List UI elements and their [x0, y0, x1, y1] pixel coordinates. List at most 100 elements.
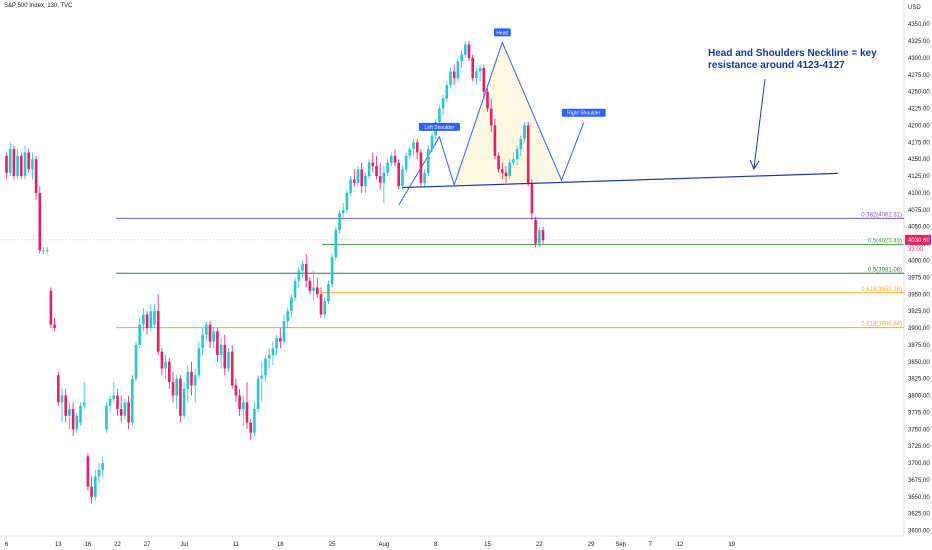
fib-level-label: 0.618(3900.64) — [861, 322, 902, 328]
time-tick-label: 12 — [677, 542, 684, 548]
candle-body — [293, 280, 297, 298]
candle-body — [71, 409, 75, 430]
candle-body — [90, 486, 93, 497]
candle-body — [190, 371, 193, 386]
candle-body — [193, 375, 197, 386]
candle-body — [279, 338, 282, 342]
candle-body — [538, 230, 541, 244]
candle-body — [219, 344, 223, 356]
current-price-box — [905, 234, 931, 245]
candle-body — [471, 57, 474, 79]
candle-body — [475, 71, 478, 79]
candle-body — [53, 324, 56, 329]
candles — [5, 41, 545, 504]
candle-body — [290, 297, 293, 312]
chart-title: S&P 500 Index, 130, TVC — [4, 3, 73, 9]
candle-body — [301, 263, 304, 271]
time-tick-label: 18 — [277, 542, 284, 548]
candle-body — [201, 334, 204, 349]
candle-body — [497, 155, 500, 170]
time-tick-label: 15 — [484, 542, 491, 548]
candle-body — [353, 179, 356, 183]
candle-body — [208, 324, 212, 342]
candle-body — [415, 142, 419, 153]
price-tick-label: 3950.00 — [908, 292, 930, 298]
candle-body — [23, 152, 27, 177]
candle-body — [171, 382, 175, 396]
price-tick-label: 4225.00 — [908, 107, 930, 113]
pattern-fill — [439, 42, 562, 185]
price-tick-label: 3850.00 — [908, 360, 930, 366]
pattern-label: Head — [496, 30, 508, 36]
time-tick-label: 25 — [329, 542, 336, 548]
candle-body — [482, 68, 486, 92]
candle-body — [378, 176, 382, 183]
time-tick-label: 7 — [649, 542, 653, 548]
candle-body — [534, 219, 537, 244]
time-tick-label: 29 — [588, 542, 595, 548]
candle-body — [142, 314, 145, 325]
candle-body — [338, 213, 341, 231]
candle-body — [356, 169, 360, 183]
annotation-arrowhead — [749, 159, 760, 171]
candle-body — [160, 351, 164, 369]
time-tick-label: 19 — [728, 542, 735, 548]
candle-body — [212, 331, 215, 342]
candle-body — [153, 311, 156, 325]
candle-body — [123, 402, 127, 416]
candle-body — [423, 172, 426, 183]
candle-body — [127, 402, 130, 423]
candle-body — [512, 159, 515, 163]
candle-body — [312, 287, 315, 291]
candle-body — [234, 385, 238, 396]
candle-body — [412, 142, 415, 150]
price-tick-label: 4175.00 — [908, 140, 930, 146]
candle-body — [105, 405, 108, 430]
candle-body — [20, 155, 23, 177]
candle-body — [260, 375, 264, 379]
pattern-label: Right Shoulder — [567, 111, 600, 117]
candle-body — [419, 152, 423, 183]
candle-body — [523, 125, 526, 139]
candle-body — [216, 331, 219, 356]
candle-body — [27, 152, 30, 170]
candle-body — [360, 169, 363, 187]
candle-body — [205, 324, 208, 335]
candle-body — [393, 155, 397, 163]
candle-body — [460, 54, 463, 62]
price-tick-label: 4075.00 — [908, 208, 930, 214]
currency-label: USD — [908, 5, 921, 11]
price-tick-label: 3675.00 — [908, 478, 930, 484]
candle-body — [304, 263, 308, 281]
candle-body — [316, 287, 319, 295]
price-tick-label: 3775.00 — [908, 410, 930, 416]
candle-body — [145, 314, 149, 329]
candle-body — [112, 395, 116, 399]
price-tick-label: 4325.00 — [908, 39, 930, 45]
candle-body — [101, 463, 104, 470]
candle-body — [57, 375, 60, 403]
candle-body — [45, 250, 49, 252]
fib-level-label: 0.5(4023.43) — [868, 239, 902, 245]
candle-body — [238, 395, 241, 410]
candle-body — [530, 182, 534, 214]
price-tick-label: 4275.00 — [908, 73, 930, 79]
price-tick-label: 3625.00 — [908, 512, 930, 518]
price-tick-label: 3875.00 — [908, 343, 930, 349]
candle-body — [508, 162, 511, 177]
price-tick-label: 3900.00 — [908, 326, 930, 332]
pattern-label-box — [561, 108, 606, 117]
candle-body — [408, 149, 412, 156]
candle-body — [271, 348, 275, 356]
annotation-arrow — [753, 78, 766, 169]
candle-body — [349, 179, 352, 193]
fib-level-label: 0.5(3981.08) — [868, 267, 902, 273]
candle-body — [64, 395, 67, 416]
candle-body — [364, 176, 367, 187]
candle-body — [319, 294, 323, 315]
candle-body — [256, 378, 260, 410]
current-price-label: 4030.60 — [908, 238, 930, 244]
price-tick-label: 3975.00 — [908, 275, 930, 281]
candle-body — [94, 476, 97, 497]
